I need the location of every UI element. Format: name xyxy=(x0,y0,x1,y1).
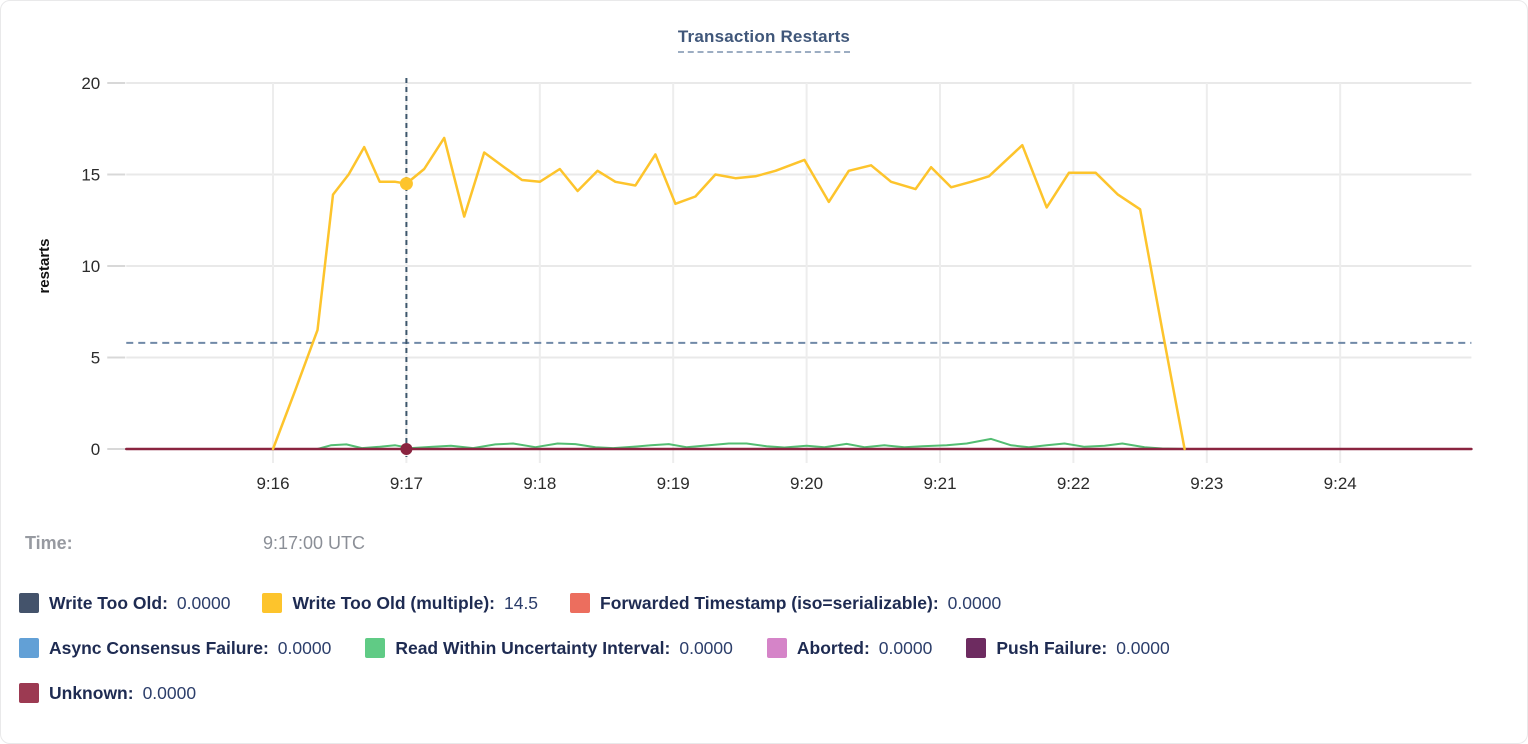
svg-text:9:23: 9:23 xyxy=(1190,474,1223,493)
legend-value: 0.0000 xyxy=(142,682,197,703)
legend-item-read-within-uncertainty: Read Within Uncertainty Interval: 0.0000 xyxy=(365,632,733,664)
svg-text:0: 0 xyxy=(91,440,100,459)
legend-label: Push Failure: xyxy=(996,637,1108,658)
legend-value: 0.0000 xyxy=(947,592,1002,613)
forwarded-timestamp-swatch xyxy=(570,593,591,613)
legend-label: Aborted: xyxy=(796,637,870,658)
legend-label: Write Too Old (multiple): xyxy=(292,592,495,613)
legend-item-forwarded-timestamp: Forwarded Timestamp (iso=serializable): … xyxy=(570,587,1001,619)
chart-title-text: Transaction Restarts xyxy=(677,27,851,53)
svg-text:9:19: 9:19 xyxy=(657,474,690,493)
write-too-old-multiple-swatch xyxy=(262,593,283,613)
legend-value: 0.0000 xyxy=(679,637,733,658)
legend-label: Write Too Old: xyxy=(49,592,168,613)
svg-text:9:16: 9:16 xyxy=(256,474,289,493)
restarts-line-chart[interactable]: 0 5 10 15 20 9:16 9:17 9:18 9:19 9:20 9:21 9:22 9:23… xyxy=(1,1,1528,506)
chart-legend: Write Too Old: 0.0000 Write Too Old (mul… xyxy=(19,587,1509,709)
time-label: Time: xyxy=(25,533,73,553)
legend-item-async-consensus-failure: Async Consensus Failure: 0.0000 xyxy=(19,632,331,664)
legend-label: Read Within Uncertainty Interval: xyxy=(395,637,671,658)
read-within-uncertainty-swatch xyxy=(365,638,386,658)
hover-time-row: Time: 9:17:00 UTC xyxy=(25,533,365,554)
chart-title: Transaction Restarts xyxy=(1,27,1527,53)
legend-row-2: Async Consensus Failure: 0.0000 Read Wit… xyxy=(19,632,1509,664)
svg-text:9:24: 9:24 xyxy=(1324,474,1357,493)
svg-text:9:21: 9:21 xyxy=(923,474,956,493)
svg-text:9:18: 9:18 xyxy=(523,474,556,493)
legend-item-push-failure: Push Failure: 0.0000 xyxy=(966,632,1170,664)
legend-value: 0.0000 xyxy=(176,592,231,613)
legend-label: Unknown: xyxy=(49,682,134,703)
legend-row-1: Write Too Old: 0.0000 Write Too Old (mul… xyxy=(19,587,1509,619)
legend-value: 0.0000 xyxy=(878,637,933,658)
push-failure-swatch xyxy=(966,638,987,658)
svg-text:20: 20 xyxy=(81,74,100,93)
svg-text:9:20: 9:20 xyxy=(790,474,823,493)
svg-text:9:22: 9:22 xyxy=(1057,474,1090,493)
write-too-old-swatch xyxy=(19,593,39,613)
legend-item-write-too-old: Write Too Old: 0.0000 xyxy=(19,587,230,619)
legend-label: Forwarded Timestamp (iso=serializable): xyxy=(600,592,939,613)
legend-label: Async Consensus Failure: xyxy=(49,637,269,658)
legend-item-write-too-old-multiple: Write Too Old (multiple): 14.5 xyxy=(262,587,538,619)
legend-item-unknown: Unknown: 0.0000 xyxy=(19,677,196,709)
legend-value: 0.0000 xyxy=(1116,637,1170,658)
svg-text:restarts: restarts xyxy=(36,238,53,293)
async-consensus-failure-swatch xyxy=(19,638,39,658)
legend-row-3: Unknown: 0.0000 xyxy=(19,677,1509,709)
svg-text:9:17: 9:17 xyxy=(390,474,423,493)
legend-value: 14.5 xyxy=(503,592,539,613)
svg-text:10: 10 xyxy=(81,257,100,276)
legend-value: 0.0000 xyxy=(277,637,332,658)
time-value: 9:17:00 UTC xyxy=(263,533,366,553)
svg-text:15: 15 xyxy=(81,166,100,185)
legend-item-aborted: Aborted: 0.0000 xyxy=(766,632,933,664)
aborted-swatch xyxy=(766,638,787,658)
unknown-swatch xyxy=(19,683,39,703)
svg-text:5: 5 xyxy=(91,349,100,368)
